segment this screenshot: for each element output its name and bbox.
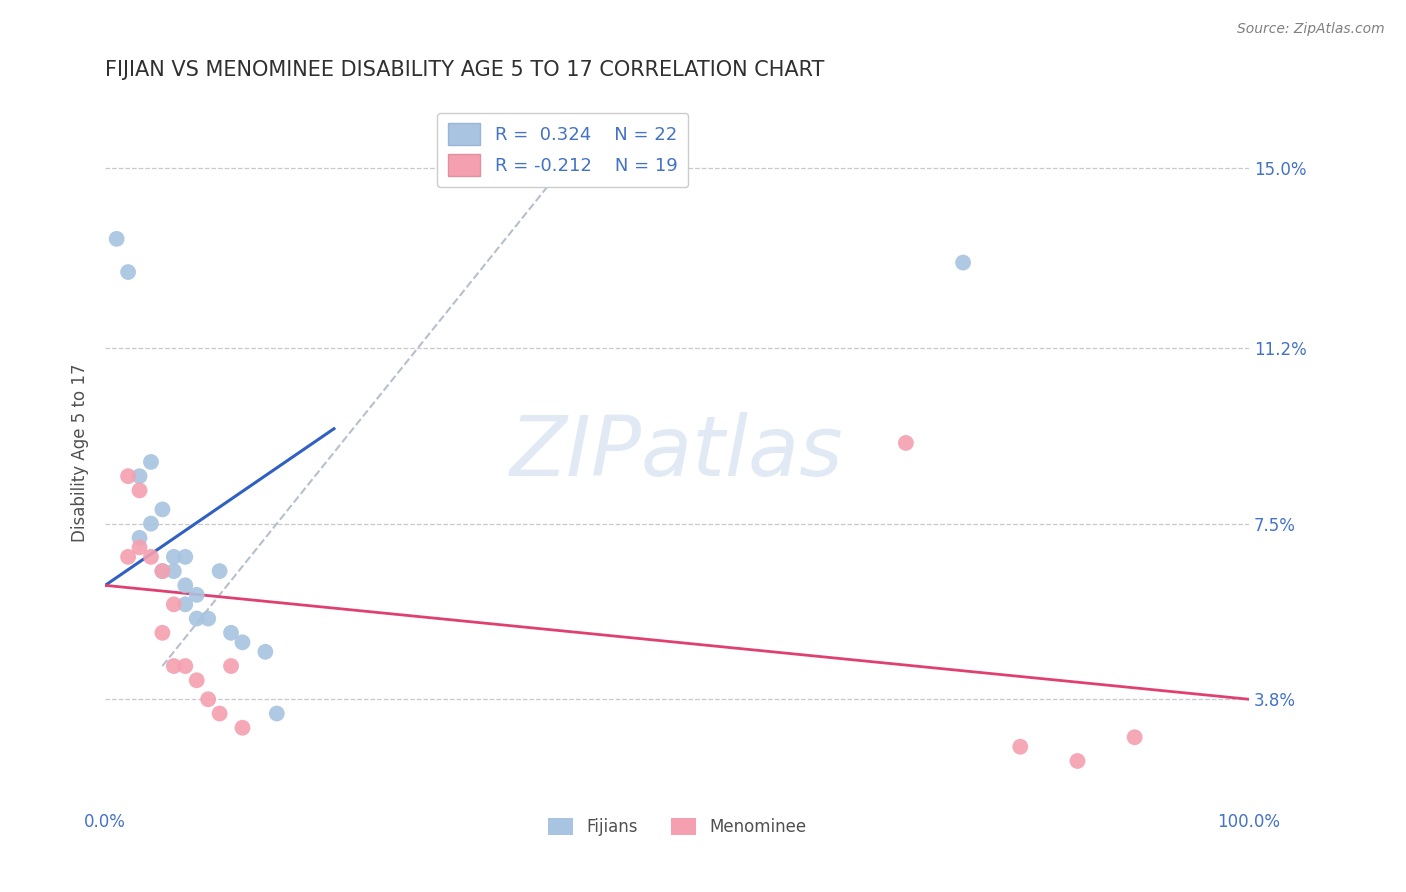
Point xyxy=(128,531,150,545)
Point xyxy=(266,706,288,721)
Point xyxy=(174,578,197,592)
Text: Source: ZipAtlas.com: Source: ZipAtlas.com xyxy=(1237,22,1385,37)
Point xyxy=(952,255,974,269)
Point xyxy=(105,232,128,246)
Point xyxy=(174,659,197,673)
Point xyxy=(197,611,219,625)
Point xyxy=(128,469,150,483)
Point xyxy=(894,436,917,450)
Point xyxy=(1010,739,1032,754)
Point xyxy=(128,483,150,498)
Point xyxy=(231,635,253,649)
Point xyxy=(174,549,197,564)
Point xyxy=(208,706,231,721)
Point xyxy=(152,564,174,578)
Point xyxy=(139,516,162,531)
Point xyxy=(186,673,208,688)
Point xyxy=(219,625,242,640)
Point xyxy=(139,455,162,469)
Point xyxy=(139,549,162,564)
Point xyxy=(163,598,186,612)
Point xyxy=(186,588,208,602)
Y-axis label: Disability Age 5 to 17: Disability Age 5 to 17 xyxy=(72,363,89,541)
Point xyxy=(152,625,174,640)
Point xyxy=(117,265,139,279)
Point xyxy=(152,502,174,516)
Point xyxy=(231,721,253,735)
Point xyxy=(208,564,231,578)
Point xyxy=(117,469,139,483)
Point xyxy=(163,659,186,673)
Point xyxy=(1066,754,1088,768)
Point xyxy=(1123,731,1146,745)
Point xyxy=(163,549,186,564)
Point xyxy=(197,692,219,706)
Point xyxy=(174,598,197,612)
Point xyxy=(117,549,139,564)
Point xyxy=(254,645,277,659)
Point xyxy=(163,564,186,578)
Point xyxy=(152,564,174,578)
Legend: Fijians, Menominee: Fijians, Menominee xyxy=(541,812,813,843)
Point xyxy=(219,659,242,673)
Point xyxy=(128,541,150,555)
Text: FIJIAN VS MENOMINEE DISABILITY AGE 5 TO 17 CORRELATION CHART: FIJIAN VS MENOMINEE DISABILITY AGE 5 TO … xyxy=(105,60,824,79)
Text: ZIPatlas: ZIPatlas xyxy=(510,412,844,493)
Point xyxy=(186,611,208,625)
